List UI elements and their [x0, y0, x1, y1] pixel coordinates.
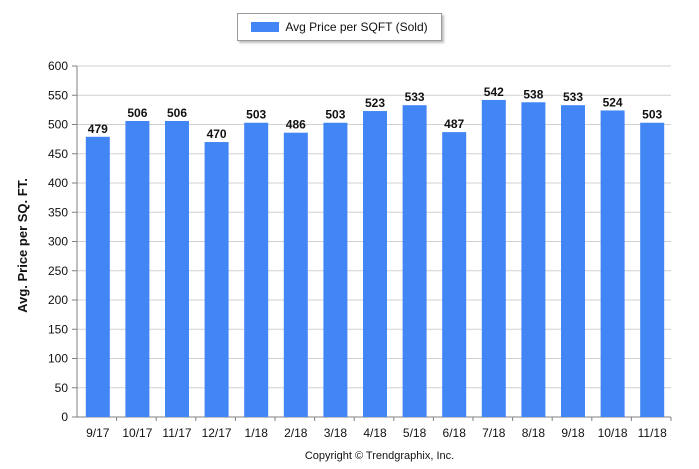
bar	[323, 122, 348, 418]
bar	[561, 105, 585, 417]
x-tick-label: 10/17	[122, 426, 152, 440]
bar	[125, 120, 150, 418]
bar	[402, 105, 427, 417]
bar	[521, 102, 546, 418]
data-label: 523	[365, 96, 385, 110]
y-tick-label: 250	[48, 264, 68, 278]
copyright: Copyright © Trendgraphix, Inc.	[304, 450, 455, 462]
x-tick-label: 5/18	[403, 426, 427, 440]
x-tick-label: 9/17	[86, 426, 110, 440]
y-tick-label: 100	[48, 352, 68, 366]
data-label: 479	[88, 122, 108, 136]
y-axis-title-wrap: Avg. Price per SQ. FT.	[2, 178, 42, 313]
data-label: 487	[444, 117, 464, 131]
x-tick-label: 12/17	[202, 426, 232, 440]
bar	[640, 122, 665, 418]
y-tick-label: 200	[48, 293, 68, 307]
y-tick-label: 150	[48, 322, 68, 336]
x-tick-label: 11/17	[162, 426, 191, 440]
x-tick-label: 11/18	[638, 426, 667, 440]
data-label: 542	[484, 85, 504, 99]
data-label: 486	[286, 118, 306, 132]
data-label: 503	[642, 108, 662, 122]
data-label: 503	[246, 108, 266, 122]
y-tick-label: 0	[61, 410, 68, 424]
data-label: 533	[405, 90, 425, 104]
data-label: 470	[207, 127, 227, 141]
data-label: 506	[167, 106, 187, 120]
x-tick-label: 1/18	[245, 426, 269, 440]
data-label: 538	[523, 87, 543, 101]
bar	[85, 136, 110, 417]
legend-label: Avg Price per SQFT (Sold)	[285, 20, 428, 34]
y-tick-label: 450	[48, 147, 68, 161]
y-tick-label: 50	[55, 381, 69, 395]
bar	[165, 120, 189, 418]
bar	[600, 110, 625, 418]
y-tick-label: 500	[48, 118, 68, 132]
x-tick-label: 6/18	[443, 426, 467, 440]
bar	[442, 132, 467, 418]
x-tick-label: 9/18	[561, 426, 585, 440]
y-tick-label: 550	[48, 88, 68, 102]
x-tick-label: 4/18	[363, 426, 387, 440]
y-tick-label: 400	[48, 176, 68, 190]
x-tick-label: 8/18	[522, 426, 546, 440]
data-label: 533	[563, 90, 583, 104]
bar	[204, 142, 229, 418]
bar	[481, 99, 506, 418]
data-label: 503	[325, 108, 345, 122]
bar	[283, 132, 308, 417]
legend: Avg Price per SQFT (Sold)	[237, 13, 442, 41]
y-tick-label: 300	[48, 235, 68, 249]
x-tick-label: 2/18	[284, 426, 308, 440]
y-tick-label: 350	[48, 205, 68, 219]
y-axis-title: Avg. Price per SQ. FT.	[14, 177, 30, 313]
x-tick-label: 3/18	[324, 426, 348, 440]
data-label: 524	[603, 95, 623, 109]
bar	[244, 122, 269, 418]
x-tick-label: 7/18	[482, 426, 506, 440]
x-tick-label: 10/18	[598, 426, 628, 440]
legend-swatch	[251, 22, 280, 32]
data-label: 506	[127, 106, 147, 120]
bar	[363, 111, 387, 418]
y-tick-label: 600	[48, 59, 68, 73]
